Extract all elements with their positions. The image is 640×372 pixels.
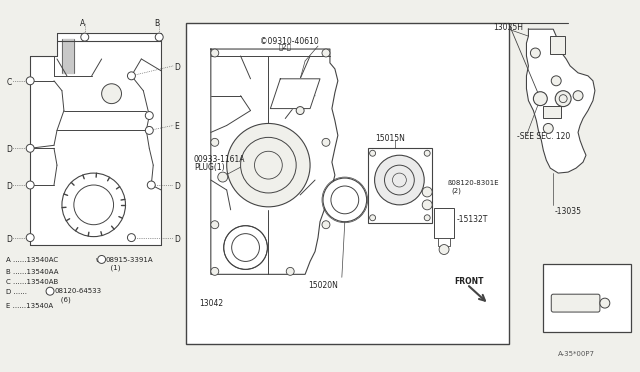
- Text: D: D: [6, 182, 12, 191]
- Circle shape: [556, 91, 571, 107]
- Circle shape: [322, 221, 330, 229]
- Circle shape: [600, 298, 610, 308]
- Circle shape: [26, 234, 34, 241]
- Circle shape: [102, 84, 122, 104]
- Polygon shape: [57, 33, 161, 41]
- Text: 08120-64533: 08120-64533: [54, 288, 101, 294]
- Text: FRONT: FRONT: [454, 277, 483, 286]
- Text: (6): (6): [54, 296, 71, 303]
- Circle shape: [98, 256, 106, 263]
- Circle shape: [439, 244, 449, 254]
- Circle shape: [26, 77, 34, 85]
- Text: PLUG(1): PLUG(1): [194, 163, 225, 172]
- Bar: [543, 106, 561, 118]
- Text: 00933-1161A: 00933-1161A: [194, 155, 246, 164]
- Circle shape: [227, 124, 310, 207]
- Text: A ......13540AC: A ......13540AC: [6, 257, 58, 263]
- Circle shape: [533, 92, 547, 106]
- Circle shape: [211, 138, 219, 146]
- Circle shape: [422, 200, 432, 210]
- Text: E ......13540A: E ......13540A: [6, 303, 54, 309]
- Circle shape: [26, 144, 34, 152]
- Circle shape: [551, 76, 561, 86]
- FancyBboxPatch shape: [551, 294, 600, 312]
- Text: D ......: D ......: [6, 289, 28, 295]
- Text: 08915-3391A: 08915-3391A: [106, 257, 153, 263]
- Text: D: D: [174, 63, 180, 72]
- Text: (1): (1): [106, 264, 120, 271]
- Bar: [367, 148, 432, 223]
- Circle shape: [224, 226, 268, 269]
- Text: 13520Z: 13520Z: [548, 272, 578, 281]
- Circle shape: [322, 49, 330, 57]
- Text: ß08120-8301E: ß08120-8301E: [447, 180, 499, 186]
- Bar: [434, 208, 454, 238]
- Circle shape: [323, 178, 367, 222]
- Bar: [438, 238, 450, 246]
- Circle shape: [62, 173, 125, 237]
- Circle shape: [211, 49, 219, 57]
- Bar: [543, 264, 630, 332]
- Circle shape: [218, 172, 228, 182]
- Circle shape: [374, 155, 424, 205]
- Circle shape: [370, 215, 376, 221]
- Circle shape: [573, 91, 583, 101]
- Circle shape: [211, 221, 219, 229]
- Text: -15132T: -15132T: [457, 215, 488, 224]
- Text: D: D: [174, 235, 180, 244]
- Text: C ......13540AB: C ......13540AB: [6, 279, 59, 285]
- Text: A-35*00P7: A-35*00P7: [558, 351, 595, 357]
- Text: A: A: [80, 19, 85, 28]
- Circle shape: [127, 72, 136, 80]
- Circle shape: [543, 124, 553, 134]
- Circle shape: [127, 234, 136, 241]
- Text: D: D: [6, 145, 12, 154]
- Circle shape: [424, 215, 430, 221]
- Polygon shape: [527, 29, 595, 173]
- Polygon shape: [62, 39, 74, 73]
- Circle shape: [26, 181, 34, 189]
- Text: B: B: [45, 290, 49, 295]
- Polygon shape: [30, 56, 161, 244]
- Text: B ......13540AA: B ......13540AA: [6, 269, 59, 275]
- Bar: [186, 23, 509, 344]
- Polygon shape: [57, 33, 161, 56]
- Circle shape: [286, 267, 294, 275]
- Text: -13035: -13035: [554, 207, 581, 216]
- Bar: [550, 36, 565, 54]
- Circle shape: [322, 138, 330, 146]
- Text: 15020N: 15020N: [308, 281, 338, 290]
- Text: ©09310-40610: ©09310-40610: [260, 37, 319, 46]
- Text: W: W: [96, 259, 101, 263]
- Circle shape: [296, 107, 304, 115]
- Text: C: C: [6, 78, 12, 87]
- Circle shape: [156, 33, 163, 41]
- Circle shape: [46, 287, 54, 295]
- Text: (2): (2): [451, 188, 461, 195]
- Text: 13035H: 13035H: [493, 23, 524, 32]
- Circle shape: [211, 267, 219, 275]
- Text: E: E: [174, 122, 179, 131]
- Circle shape: [370, 150, 376, 156]
- Circle shape: [145, 112, 153, 119]
- Text: B: B: [155, 19, 160, 28]
- Circle shape: [422, 187, 432, 197]
- Text: 13042: 13042: [199, 299, 223, 308]
- Text: ＜2＞: ＜2＞: [278, 43, 291, 50]
- Text: 15015N: 15015N: [376, 134, 406, 143]
- Text: D: D: [6, 235, 12, 244]
- Text: D: D: [174, 182, 180, 191]
- Circle shape: [145, 126, 153, 134]
- Polygon shape: [211, 49, 338, 274]
- Circle shape: [424, 150, 430, 156]
- Text: -SEE SEC. 120: -SEE SEC. 120: [516, 132, 570, 141]
- Circle shape: [147, 181, 156, 189]
- Circle shape: [531, 48, 540, 58]
- Circle shape: [81, 33, 89, 41]
- Polygon shape: [270, 79, 320, 109]
